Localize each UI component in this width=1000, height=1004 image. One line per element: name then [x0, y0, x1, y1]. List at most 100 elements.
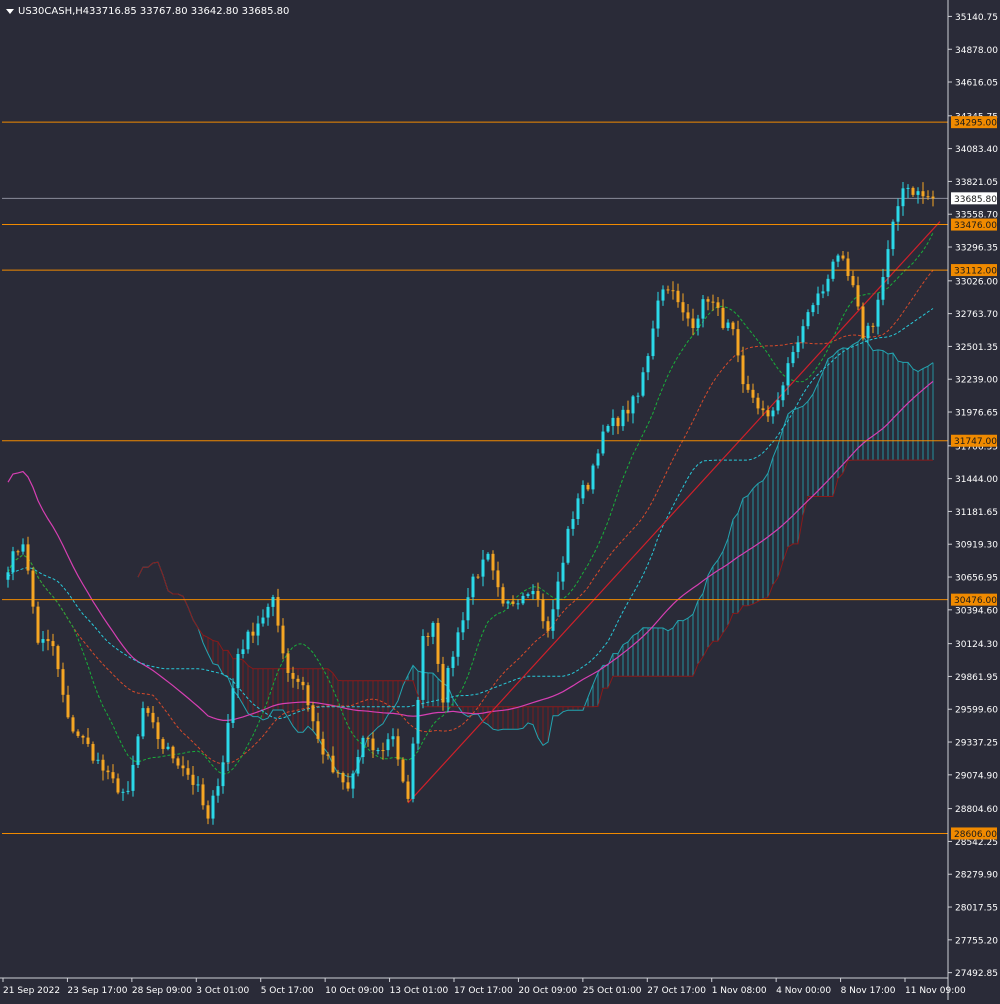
candle-body — [346, 782, 350, 789]
candle — [191, 766, 195, 795]
candle-body — [666, 289, 670, 291]
candle — [556, 571, 560, 617]
dropdown-triangle-icon[interactable] — [6, 9, 14, 14]
candle-body — [866, 325, 870, 339]
candle — [206, 800, 210, 825]
candle-body — [411, 743, 415, 799]
candle-body — [236, 653, 240, 689]
candle — [86, 728, 90, 747]
candle — [456, 627, 460, 666]
candle-body — [121, 791, 125, 793]
candle-body — [51, 641, 55, 647]
candle — [896, 198, 900, 231]
candle-body — [601, 431, 605, 454]
candle-body — [886, 249, 890, 278]
price-tick-label: 31444.00 — [955, 475, 998, 485]
candle — [551, 599, 555, 639]
candle-body — [576, 498, 580, 520]
level-price-label: 31747.00 — [954, 437, 997, 447]
candle — [301, 676, 305, 690]
current-price-label: 33685.80 — [954, 195, 997, 205]
candle — [511, 595, 515, 607]
price-tick-label: 33558.70 — [955, 211, 998, 221]
candle-body — [391, 736, 395, 740]
candle-body — [301, 681, 305, 686]
candle-body — [291, 672, 295, 679]
candle — [666, 285, 670, 294]
candle-body — [606, 425, 610, 432]
candle-body — [731, 322, 735, 330]
candle-body — [331, 755, 335, 773]
candle — [246, 629, 250, 654]
candle-body — [646, 356, 650, 373]
level-price-tag — [951, 593, 997, 606]
candle-body — [41, 639, 45, 643]
candle-body — [471, 576, 475, 598]
candle — [846, 251, 850, 281]
candle — [501, 583, 505, 607]
candle — [866, 322, 870, 344]
candle — [196, 776, 200, 792]
candle — [651, 320, 655, 360]
candle — [441, 656, 445, 711]
candle — [241, 639, 245, 659]
candle-body — [81, 735, 85, 738]
time-tick-label: 17 Oct 17:00 — [454, 986, 513, 996]
candle-body — [46, 639, 50, 642]
candle — [251, 622, 255, 644]
candle — [921, 182, 925, 204]
candle — [521, 592, 525, 606]
candle-body — [381, 750, 385, 752]
candle — [716, 296, 720, 317]
candle-body — [306, 685, 310, 706]
candle — [21, 538, 25, 555]
time-axis: 21 Sep 2022 23 Sep 17:00 28 Sep 09:00 3 Oct… — [0, 977, 966, 996]
price-tick-label: 30919.30 — [955, 541, 998, 551]
candle — [151, 705, 155, 729]
candle-body — [441, 663, 445, 703]
candle-body — [656, 300, 660, 329]
candle — [326, 752, 330, 760]
candle — [926, 190, 930, 200]
candle — [61, 662, 65, 703]
candle — [761, 400, 765, 416]
candle-body — [271, 597, 275, 607]
candle-body — [531, 591, 535, 595]
candle-body — [406, 781, 410, 799]
candle — [781, 381, 785, 407]
candle — [11, 546, 15, 581]
candle — [496, 561, 500, 597]
level-price-label: 28606.00 — [954, 830, 997, 840]
candle — [536, 582, 540, 607]
candle — [321, 731, 325, 764]
candle-body — [776, 400, 780, 411]
price-tick-label: 28542.25 — [955, 838, 998, 848]
candle-body — [551, 609, 555, 631]
candle — [726, 319, 730, 331]
candle — [871, 322, 875, 334]
candle — [856, 276, 860, 311]
candle — [596, 449, 600, 469]
time-tick-label: 8 Nov 17:00 — [841, 986, 896, 996]
level-price-label: 33112.00 — [954, 267, 997, 277]
candle — [201, 778, 205, 810]
candle — [311, 701, 315, 731]
candle — [841, 250, 845, 261]
candle-body — [71, 717, 75, 732]
candle-body — [686, 312, 690, 319]
time-tick-label: 3 Oct 01:00 — [196, 986, 249, 996]
candle — [481, 550, 485, 587]
candle-body — [96, 759, 100, 761]
candle — [446, 665, 450, 712]
candle — [901, 182, 905, 216]
candle — [801, 319, 805, 349]
candle-body — [931, 196, 935, 199]
price-tick-label: 33821.05 — [955, 178, 998, 188]
candle — [681, 293, 685, 321]
price-tick-label: 28279.90 — [955, 871, 998, 881]
candle — [306, 682, 310, 712]
candle-body — [756, 397, 760, 409]
candle-body — [31, 570, 35, 607]
price-tick-label: 34878.00 — [955, 46, 998, 56]
